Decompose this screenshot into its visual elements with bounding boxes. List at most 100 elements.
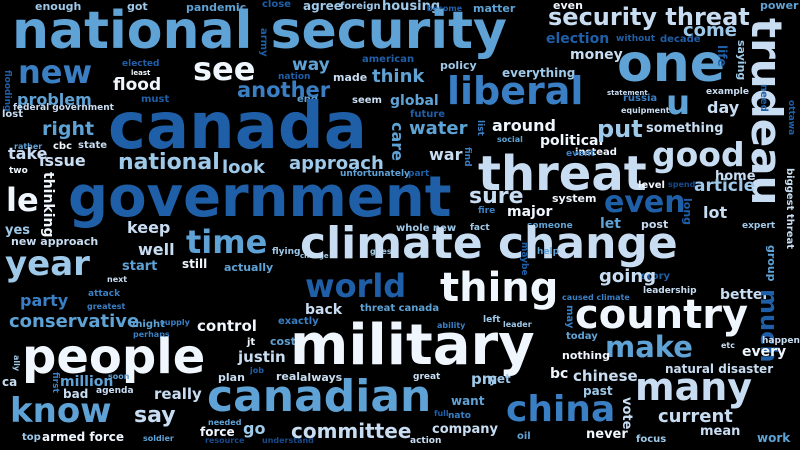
word: know	[10, 391, 112, 431]
word: political	[540, 133, 604, 149]
word: fact	[470, 223, 490, 233]
word: good	[652, 135, 745, 174]
word: chinese	[573, 367, 638, 385]
word: full	[434, 409, 449, 418]
word: new approach	[11, 235, 99, 248]
word: global	[390, 93, 439, 109]
word: past	[583, 384, 613, 398]
word: bad	[63, 387, 89, 401]
word: exactly	[278, 316, 319, 327]
word: security threat	[548, 3, 750, 31]
word: one	[617, 34, 726, 94]
word: world	[305, 267, 407, 305]
word: everything	[502, 66, 576, 80]
word: better	[720, 287, 770, 303]
word: rather	[14, 142, 43, 151]
word: care	[388, 122, 407, 162]
word: housing	[382, 0, 441, 14]
word: never	[586, 427, 628, 442]
word: canada	[108, 90, 367, 164]
word: thing	[440, 265, 559, 311]
word: supply	[160, 318, 190, 327]
word: even	[604, 185, 686, 220]
word: justin	[238, 348, 286, 366]
word: agree	[303, 0, 342, 13]
word: climate change	[300, 218, 678, 269]
word: look	[222, 157, 265, 178]
word: water	[409, 118, 468, 139]
word: someone	[527, 221, 573, 231]
word: event	[566, 149, 595, 159]
word: force	[200, 425, 235, 439]
word: sure	[469, 184, 524, 209]
word: see	[193, 50, 256, 88]
word: make	[605, 330, 693, 364]
word: enough	[35, 0, 82, 13]
word: ca	[2, 375, 18, 389]
word: party	[20, 291, 69, 310]
word: vote	[619, 397, 634, 430]
word: yes	[5, 223, 31, 238]
word: thinking	[40, 172, 56, 238]
word: take	[8, 144, 48, 163]
word: long	[681, 198, 694, 226]
word: post	[641, 218, 669, 231]
word: something	[646, 121, 724, 136]
word: actually	[224, 261, 274, 274]
word: greatest	[87, 302, 126, 311]
word: elected	[122, 59, 160, 69]
word: pandemic	[186, 1, 247, 14]
word: nato	[448, 411, 471, 421]
word: state	[78, 140, 108, 151]
word: come	[683, 20, 737, 41]
word: threat canada	[360, 303, 440, 314]
word: le	[6, 181, 39, 219]
word: matter	[473, 2, 516, 15]
word: system	[552, 192, 597, 205]
word: many	[635, 365, 753, 409]
word: war	[429, 145, 463, 164]
word: back	[305, 302, 343, 318]
word: close	[262, 0, 291, 10]
word: nation	[278, 72, 311, 82]
word: day	[707, 98, 740, 117]
word: really	[154, 385, 202, 403]
word: around	[492, 116, 556, 135]
word: lost	[2, 109, 24, 120]
word: maybe	[519, 242, 529, 276]
word: caused climate	[562, 293, 630, 302]
word: right	[42, 118, 95, 140]
word: committee	[291, 419, 412, 443]
word: cost	[270, 335, 296, 348]
word: let	[600, 216, 621, 232]
word: future	[410, 109, 446, 120]
word: canadian	[207, 371, 432, 422]
word: always	[300, 371, 343, 384]
word: american	[362, 54, 415, 65]
word: part	[408, 169, 430, 179]
word: conservative	[9, 311, 140, 332]
word: might	[132, 319, 165, 330]
word: put	[597, 115, 643, 143]
word: etc	[721, 341, 735, 350]
word: mean	[700, 424, 741, 439]
word: today	[566, 331, 598, 342]
word: spend	[668, 180, 696, 189]
word: fire	[478, 206, 496, 216]
word: armed force	[42, 430, 125, 444]
word: approach	[289, 153, 384, 174]
word: national	[118, 150, 220, 175]
word: year	[5, 244, 90, 284]
word: foreign	[340, 1, 381, 12]
word: needed	[208, 418, 242, 427]
word: still	[182, 257, 208, 271]
word: made	[333, 71, 368, 84]
word: pm	[471, 370, 498, 388]
word: plan	[218, 371, 245, 384]
word: keep	[127, 218, 171, 237]
word: say	[134, 403, 176, 428]
word: election	[546, 31, 610, 47]
word: focus	[636, 434, 667, 445]
word: bc	[550, 366, 569, 382]
word: issue	[39, 151, 86, 170]
